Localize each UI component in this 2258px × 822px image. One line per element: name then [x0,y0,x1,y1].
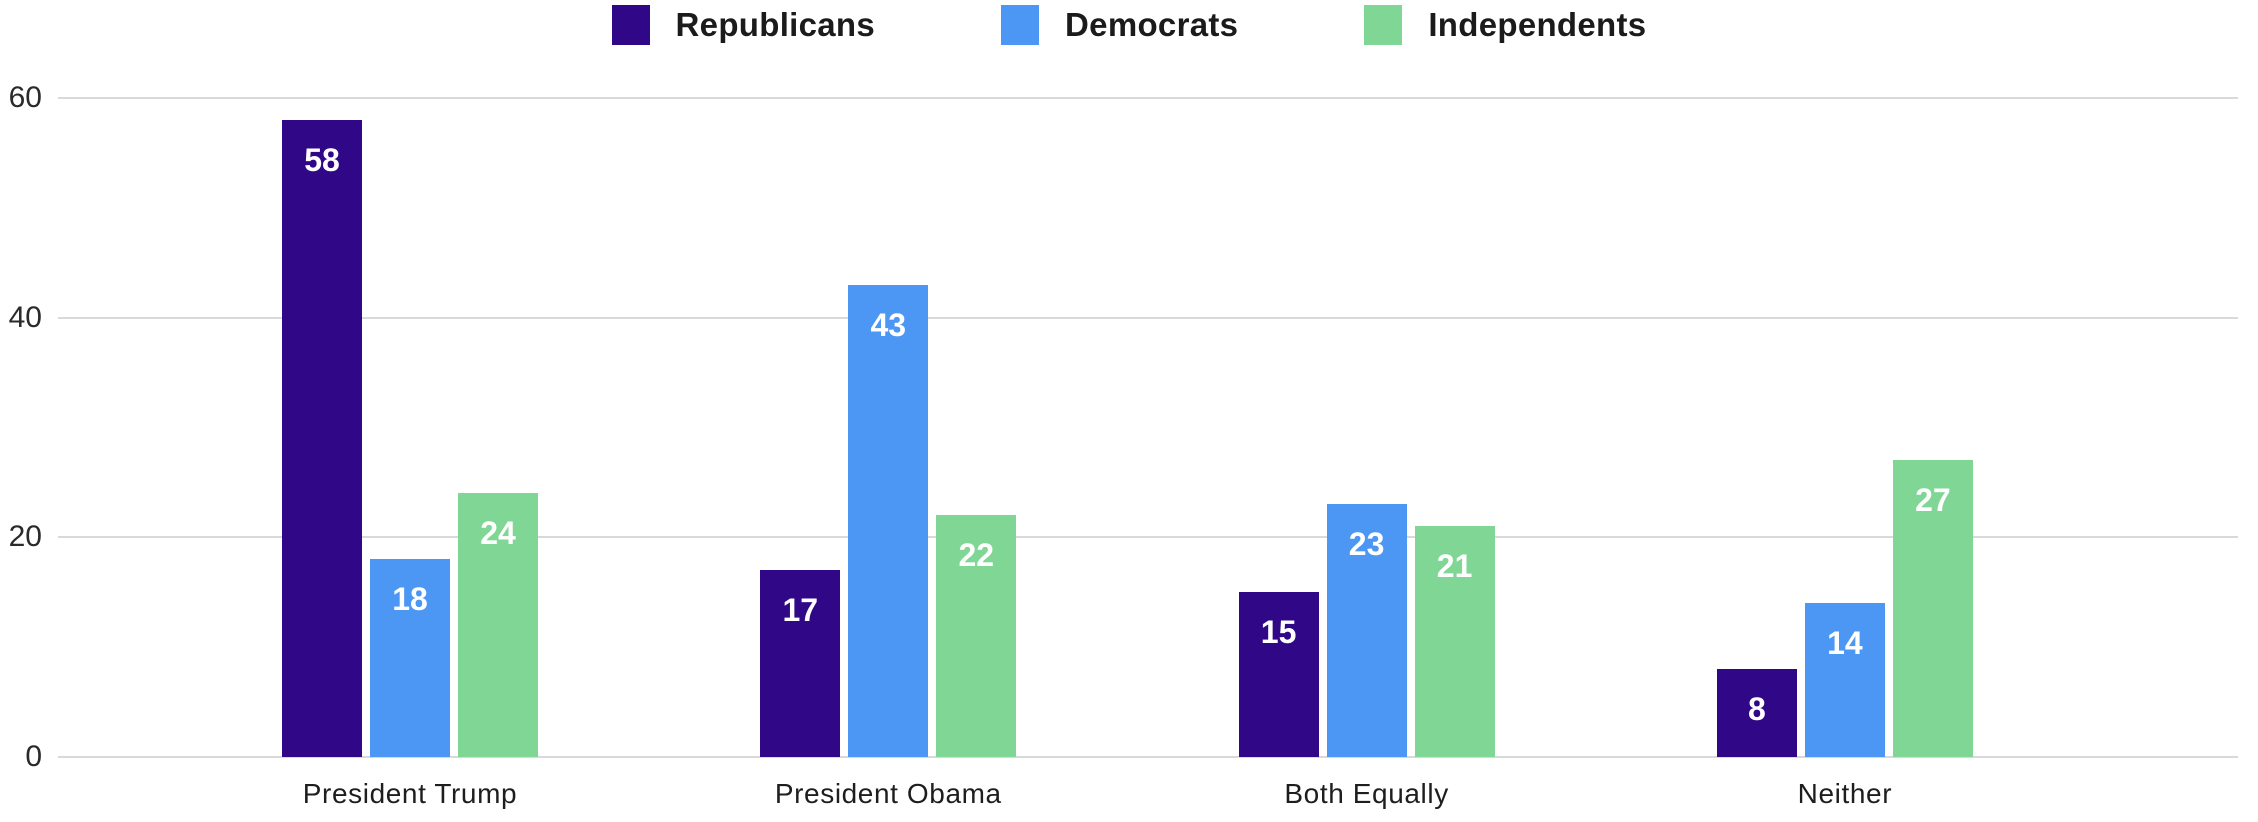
bar-independents-both-equally[interactable]: 21 [1414,526,1495,757]
bar-group-president-obama: 17 43 22 [760,285,1017,757]
legend-item-independents[interactable]: Independents [1364,5,1646,45]
bar-value-label: 27 [1915,482,1951,518]
x-axis-category-label-president-trump: President Trump [302,778,518,809]
y-axis-tick-label-0: 0 [25,740,42,773]
bar-value-label: 43 [870,307,907,343]
legend-swatch-icon [1001,5,1040,45]
legend-item-label: Independents [1428,6,1647,43]
bar-group-neither: 8 14 27 [1716,460,1973,757]
bar-independents-president-obama[interactable]: 22 [936,515,1017,757]
y-axis-tick-label-20: 20 [8,520,42,554]
legend-item-republicans[interactable]: Republicans [611,5,876,45]
bar-value-label: 23 [1348,526,1385,562]
bar-value-label: 17 [782,592,819,628]
y-axis-tick-label-60: 60 [8,81,42,114]
legend-swatch-icon [611,5,650,45]
gridline-40 [58,316,2238,319]
legend: Republicans Democrats Independents [0,0,2258,50]
bar-value-label: 8 [1747,691,1766,727]
bar-value-label: 15 [1260,614,1297,650]
legend-item-label: Republicans [675,6,876,43]
legend-item-label: Democrats [1065,6,1239,43]
bar-republicans-president-obama[interactable]: 17 [760,570,841,757]
y-axis-tick-label-40: 40 [8,300,42,334]
bar-value-label: 24 [480,515,516,551]
bar-republicans-both-equally[interactable]: 15 [1238,592,1319,757]
bar-republicans-president-trump[interactable]: 58 [282,120,362,757]
x-axis-category-label-both-equally: Both Equally [1284,778,1449,809]
bar-value-label: 58 [304,142,340,178]
legend-item-democrats[interactable]: Democrats [1001,5,1238,45]
gridline-0 [58,756,2238,758]
bar-democrats-president-trump[interactable]: 18 [370,559,450,757]
bar-independents-president-trump[interactable]: 24 [458,493,538,757]
bar-independents-neither[interactable]: 27 [1892,460,1973,757]
bar-republicans-neither[interactable]: 8 [1716,669,1797,757]
bar-value-label: 21 [1436,548,1473,584]
bar-value-label: 22 [958,537,995,573]
x-axis-category-label-neither: Neither [1797,778,1893,809]
bar-value-label: 14 [1827,625,1863,661]
bar-democrats-both-equally[interactable]: 23 [1326,504,1407,757]
legend-swatch-icon [1364,5,1403,45]
bar-democrats-neither[interactable]: 14 [1804,603,1885,757]
bar-group-president-trump: 58 18 24 [282,120,538,757]
bar-democrats-president-obama[interactable]: 43 [848,285,929,757]
bar-group-both-equally: 15 23 21 [1238,504,1495,757]
bar-value-label: 18 [392,581,428,617]
x-axis-category-label-president-obama: President Obama [774,778,1002,809]
gridline-60 [58,97,2238,99]
gridline-20 [58,536,2238,539]
